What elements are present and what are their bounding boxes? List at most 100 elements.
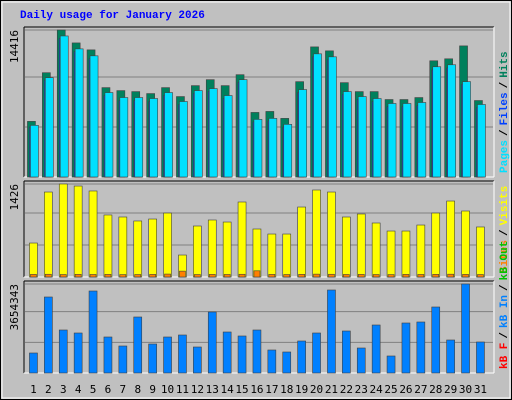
- bar: [446, 200, 455, 278]
- bar: [283, 274, 291, 278]
- x-tick-label: 15: [235, 383, 248, 396]
- bar: [401, 322, 411, 374]
- bar: [298, 89, 307, 178]
- bar: [327, 289, 336, 374]
- x-tick-label: 17: [265, 383, 278, 396]
- bar: [447, 64, 456, 178]
- bar: [208, 88, 218, 178]
- bar: [29, 242, 38, 278]
- x-tick-label: 4: [75, 383, 82, 396]
- legend: Pages / Files / Hits: [499, 51, 511, 173]
- x-tick-label: 11: [176, 383, 189, 396]
- legend-separator: /: [499, 284, 511, 291]
- bar: [30, 274, 37, 278]
- bar: [45, 77, 54, 178]
- bar: [402, 103, 412, 178]
- bar: [477, 104, 486, 178]
- bar: [149, 274, 156, 278]
- bar: [447, 273, 454, 278]
- x-tick-label: 28: [429, 383, 442, 396]
- bar: [193, 225, 202, 278]
- bar: [282, 351, 292, 374]
- legend-entry: Pages: [499, 140, 511, 173]
- bar: [88, 290, 98, 374]
- bar: [476, 226, 485, 278]
- legend: kB F / kB In / kB Out: [499, 241, 511, 369]
- x-tick-label: 13: [206, 383, 219, 396]
- bar: [342, 330, 351, 374]
- bar: [327, 191, 336, 278]
- x-tick-label: 3: [60, 383, 67, 396]
- x-tick-label: 2: [45, 383, 52, 396]
- bar: [178, 334, 187, 374]
- bar: [386, 230, 396, 278]
- bar: [402, 274, 410, 278]
- bar: [252, 329, 262, 374]
- x-tick-label: 25: [384, 383, 397, 396]
- bar: [134, 274, 142, 278]
- bar: [462, 81, 471, 178]
- x-tick-label: 5: [90, 383, 97, 396]
- bar: [58, 183, 68, 278]
- x-tick-label: 29: [444, 383, 457, 396]
- bar: [163, 336, 172, 374]
- bar: [461, 283, 470, 374]
- x-tick-label: 12: [191, 383, 204, 396]
- x-tick-label: 8: [134, 383, 141, 396]
- bar: [267, 233, 277, 278]
- bar: [253, 270, 261, 278]
- x-tick-label: 21: [325, 383, 338, 396]
- bar: [343, 274, 350, 278]
- legend-separator: /: [499, 332, 511, 339]
- legend-entry: Visits: [499, 186, 511, 226]
- bar: [431, 306, 441, 374]
- bar: [477, 274, 484, 278]
- bar: [193, 346, 202, 374]
- bar: [401, 230, 411, 278]
- bar: [238, 79, 248, 178]
- x-tick-label: 30: [459, 383, 472, 396]
- bar: [134, 97, 144, 178]
- bar: [59, 274, 67, 278]
- bar: [179, 270, 186, 278]
- bar: [313, 53, 322, 178]
- bar: [194, 90, 203, 178]
- bar: [207, 311, 217, 374]
- x-tick-label: 24: [370, 383, 384, 396]
- bar: [103, 214, 113, 278]
- bar: [148, 343, 157, 374]
- bar: [222, 331, 232, 374]
- bar: [253, 119, 263, 178]
- bar: [59, 35, 69, 178]
- x-tick-label: 19: [295, 383, 308, 396]
- bar: [119, 97, 129, 178]
- bar: [164, 92, 173, 178]
- x-tick-label: 1: [30, 383, 37, 396]
- bar: [342, 216, 351, 278]
- bar: [328, 56, 337, 178]
- x-tick-label: 27: [414, 383, 427, 396]
- bar: [163, 212, 172, 278]
- bar: [44, 191, 53, 278]
- bar: [432, 274, 440, 278]
- x-tick-label: 18: [280, 383, 293, 396]
- bar: [371, 222, 381, 278]
- legend-separator: /: [499, 81, 511, 88]
- y-tick-label: 1426: [8, 184, 21, 211]
- x-tick-label: 6: [105, 383, 112, 396]
- legend-entry: kB Out: [499, 241, 511, 281]
- bar: [371, 324, 381, 374]
- bar: [179, 101, 188, 178]
- bar: [417, 102, 427, 178]
- legend-entry: Files: [499, 92, 511, 125]
- bar: [343, 91, 352, 178]
- bar: [416, 224, 426, 278]
- bar: [372, 274, 380, 278]
- bar: [104, 274, 112, 278]
- bar: [476, 341, 485, 374]
- bar: [223, 274, 231, 278]
- legend: Sites / Visits: [499, 186, 511, 273]
- bar: [133, 220, 143, 278]
- bar: [282, 233, 292, 278]
- bar: [148, 218, 157, 278]
